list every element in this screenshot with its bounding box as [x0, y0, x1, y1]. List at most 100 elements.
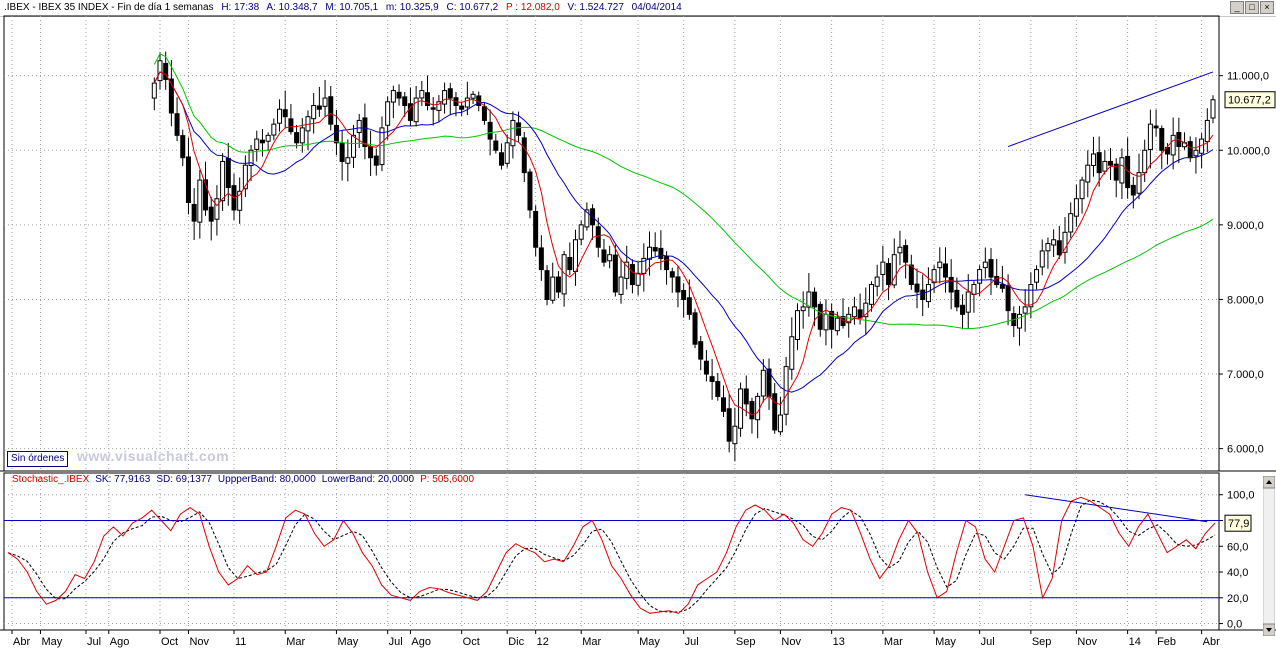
candle-body — [436, 101, 442, 111]
candle-body — [863, 302, 869, 318]
x-tick-label: Nov — [189, 636, 209, 648]
candle-body — [698, 341, 704, 360]
candle-body — [203, 179, 209, 211]
header-time: H: 17:38 — [221, 2, 260, 13]
candle-body — [1204, 119, 1210, 143]
minimize-button[interactable]: _ — [1230, 1, 1244, 14]
candle-body — [1108, 160, 1114, 166]
x-tick-label: 11 — [235, 636, 246, 648]
candle-body — [1028, 284, 1034, 308]
x-tick-label: May — [935, 636, 956, 648]
candle-body — [208, 206, 214, 222]
candle-body — [646, 246, 652, 260]
candle-body — [960, 304, 966, 315]
candle-body — [322, 97, 328, 107]
candle-body — [982, 261, 988, 269]
candle-body — [868, 284, 874, 305]
candle-body — [595, 226, 601, 248]
stoch-trendline — [1025, 494, 1208, 523]
candle-body — [629, 264, 635, 286]
candle-body — [425, 92, 431, 107]
candle-body — [351, 134, 357, 158]
candle-body — [948, 276, 954, 293]
candle-body — [459, 105, 465, 110]
candle-body — [442, 90, 448, 105]
header-volume: V: 1.524.727 — [567, 2, 624, 13]
candle-body — [368, 146, 374, 159]
candle-body — [282, 109, 288, 118]
candle-body — [937, 261, 943, 269]
candle-body — [977, 269, 983, 284]
candle-body — [823, 313, 829, 331]
candle-body — [954, 289, 960, 308]
candle-body — [800, 306, 806, 312]
candle-body — [185, 156, 191, 203]
candle-body — [174, 113, 180, 136]
candle-body — [1159, 128, 1165, 151]
candle-body — [1016, 313, 1022, 329]
candle-body — [652, 247, 658, 252]
candle-body — [942, 263, 948, 278]
candle-body — [1096, 152, 1102, 174]
ma-fast-line — [153, 71, 1214, 416]
x-tick-label: 14 — [1129, 636, 1141, 648]
candle-body — [311, 105, 317, 120]
candle-body — [1079, 179, 1085, 200]
candle-body — [396, 91, 402, 99]
candle-body — [499, 152, 505, 166]
y-tick-label: 7.000,0 — [1227, 369, 1264, 381]
candle-body — [379, 127, 385, 166]
price-trendline — [1007, 71, 1214, 148]
candle-body — [658, 247, 664, 259]
candle-body — [1130, 184, 1136, 196]
candle-body — [641, 257, 647, 274]
indicator-scrollbar[interactable] — [1263, 476, 1275, 636]
candle-body — [664, 256, 670, 271]
close-button[interactable]: × — [1260, 1, 1274, 14]
candle-body — [197, 179, 203, 223]
candle-body — [510, 119, 516, 147]
candle-body — [447, 88, 453, 99]
candle-body — [419, 90, 425, 99]
candle-body — [516, 122, 522, 136]
candle-body — [339, 142, 345, 162]
indicator-sk: SK: 77,9163 — [95, 474, 151, 485]
header-date: 04/04/2014 — [631, 2, 682, 13]
candle-body — [345, 157, 351, 164]
candle-body — [1136, 172, 1142, 194]
x-tick-label: Oct — [161, 636, 178, 648]
candle-body — [903, 245, 909, 263]
candle-body — [749, 401, 755, 420]
x-tick-label: Feb — [1157, 636, 1176, 648]
candle-body — [567, 256, 573, 271]
candle-body — [1068, 213, 1074, 233]
x-tick-label: May — [337, 636, 358, 648]
candle-body — [812, 291, 818, 308]
maximize-button[interactable]: □ — [1245, 1, 1259, 14]
candle-body — [544, 270, 550, 300]
candle-body — [1102, 160, 1108, 172]
candle-body — [1051, 239, 1057, 246]
x-tick-label: 13 — [833, 636, 845, 648]
candle-body — [1090, 153, 1096, 166]
candle-body — [1210, 99, 1216, 119]
indicator-upper: UppperBand: 80,0000 — [217, 474, 316, 485]
candle-body — [715, 381, 721, 397]
candle-body — [578, 224, 584, 240]
candle-body — [1045, 243, 1051, 252]
candle-body — [464, 97, 470, 108]
sin-ordenes-button[interactable]: Sin órdenes — [7, 451, 69, 467]
x-tick-label: Abr — [1203, 636, 1220, 648]
symbol-title: .IBEX - IBEX 35 INDEX - Fin de día 1 sem… — [4, 2, 214, 13]
candle-body — [880, 261, 886, 275]
candle-body — [163, 62, 169, 80]
candle-body — [971, 284, 977, 295]
candle-body — [248, 149, 254, 167]
candle-body — [333, 124, 339, 144]
indicator-sd: SD: 69,1377 — [156, 474, 212, 485]
header-p: P : 12.082,0 — [506, 2, 560, 13]
x-tick-label: Sep — [736, 636, 756, 648]
header-low: m: 10.325,9 — [385, 2, 439, 13]
